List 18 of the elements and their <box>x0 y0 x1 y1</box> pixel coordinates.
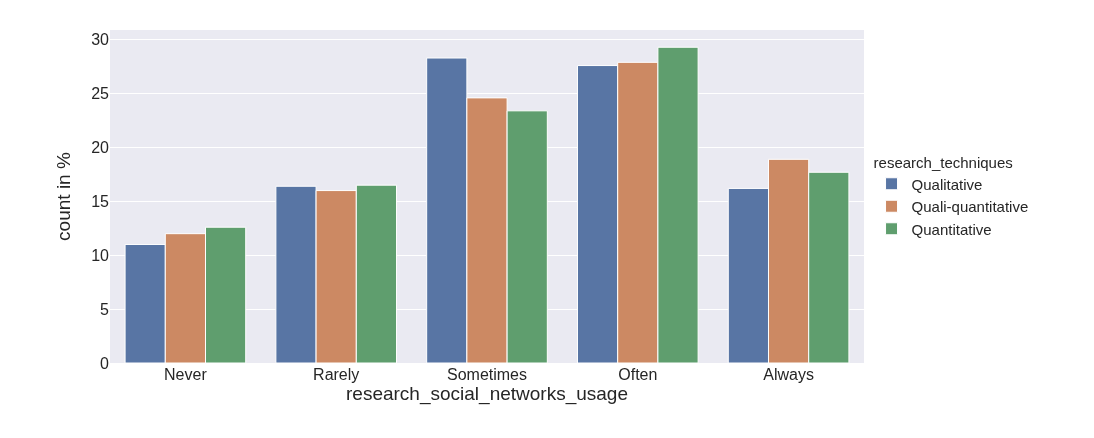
legend-label: Quantitative <box>911 220 992 238</box>
x-tick-label: Always <box>763 366 814 383</box>
y-tick-label: 25 <box>91 85 110 103</box>
legend-label: Qualitative <box>911 175 983 193</box>
legend-title: research_techniques <box>873 153 1013 171</box>
x-tick-label: Often <box>618 366 658 383</box>
y-tick-label: 30 <box>91 31 110 49</box>
y-tick-label: 15 <box>91 192 110 210</box>
x-tick-label: Rarely <box>313 366 360 383</box>
y-tick-label: 10 <box>91 246 110 264</box>
y-axis-title: count in % <box>53 152 75 241</box>
x-tick-label: Sometimes <box>446 366 528 383</box>
y-tick-label: 5 <box>100 300 110 318</box>
y-tick-label: 0 <box>100 354 110 372</box>
y-tick-label: 20 <box>91 139 110 157</box>
x-tick-label: Never <box>164 366 208 383</box>
legend-label: Quali-quantitative <box>911 198 1029 216</box>
x-axis-title: research_social_networks_usage <box>346 383 628 405</box>
